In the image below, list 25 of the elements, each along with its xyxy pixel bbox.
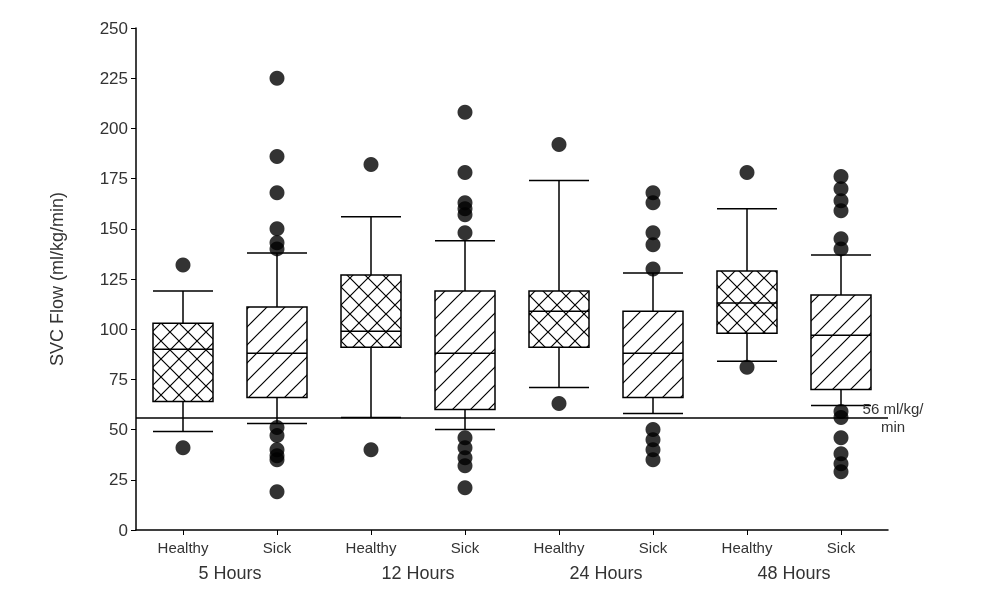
- x-tick-label: Healthy: [157, 539, 209, 556]
- x-tick-label: Sick: [638, 539, 668, 556]
- y-tick-label: 100: [99, 319, 128, 339]
- y-axis-title: SVC Flow (ml/kg/min): [47, 191, 67, 367]
- y-tick-label: 175: [99, 169, 128, 189]
- y-tick-label: 225: [99, 68, 128, 88]
- x-tick-label: Healthy: [721, 539, 773, 556]
- y-tick-label: 150: [99, 219, 128, 239]
- x-tick-label: Healthy: [345, 539, 397, 556]
- ref-line-label: 56 ml/kg/min: [862, 400, 925, 436]
- text: 12 Hours: [381, 563, 455, 583]
- y-tick-label: 75: [109, 369, 128, 389]
- y-tick-label: 250: [99, 18, 128, 38]
- x-tick-label: Sick: [450, 539, 480, 556]
- x-tick-label: Healthy: [533, 539, 585, 556]
- y-tick-label: 25: [109, 470, 128, 490]
- x-tick-label: Sick: [262, 539, 292, 556]
- y-tick-label: 0: [118, 520, 128, 540]
- y-tick-label: 200: [99, 118, 128, 138]
- text: 5 Hours: [198, 563, 262, 583]
- y-tick-label: 125: [99, 269, 128, 289]
- text: 48 Hours: [757, 563, 831, 583]
- y-tick-label: 50: [109, 420, 128, 440]
- text: 24 Hours: [569, 563, 643, 583]
- x-tick-label: Sick: [826, 539, 856, 556]
